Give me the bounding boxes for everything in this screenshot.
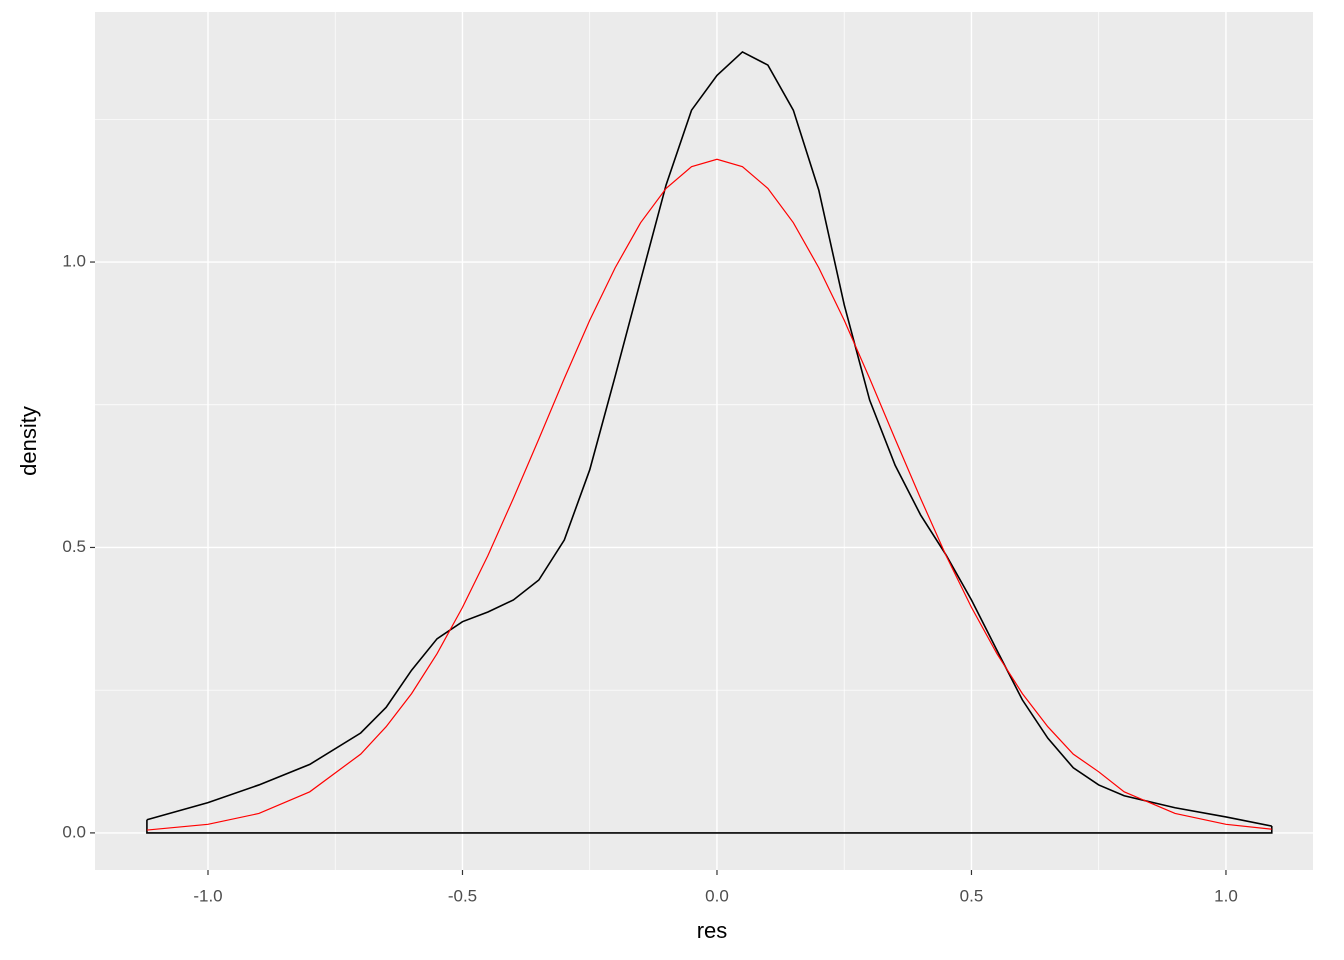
- x-tick-label: -1.0: [193, 886, 222, 905]
- density-outline: [146, 819, 1273, 834]
- x-axis-title: res: [697, 918, 728, 943]
- y-tick-label: 0.5: [62, 537, 86, 556]
- panel: [95, 12, 1313, 870]
- x-tick-label: 0.5: [960, 886, 984, 905]
- y-tick-label: 1.0: [62, 252, 86, 271]
- x-tick-label: 1.0: [1214, 886, 1238, 905]
- y-axis-title: density: [16, 406, 41, 476]
- density-line: [146, 158, 1272, 831]
- density-line: [146, 50, 1272, 827]
- y-tick-label: 0.0: [62, 822, 86, 841]
- x-tick-label: -0.5: [448, 886, 477, 905]
- x-tick-label: 0.0: [705, 886, 729, 905]
